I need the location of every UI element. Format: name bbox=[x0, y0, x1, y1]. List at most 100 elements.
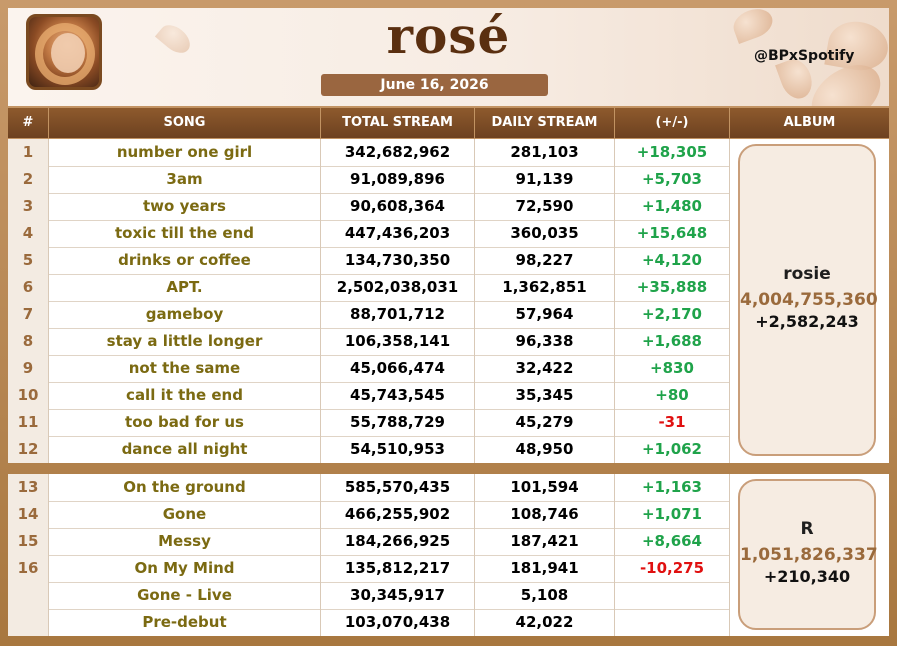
change-cell: +830 bbox=[650, 359, 694, 377]
daily-stream-cell: 32,422 bbox=[515, 359, 574, 377]
rank-cell: 9 bbox=[22, 359, 34, 377]
song-cell: Pre-debut bbox=[142, 613, 227, 631]
rank-cell: 7 bbox=[22, 305, 34, 323]
total-stream-cell: 30,345,917 bbox=[350, 586, 445, 604]
rank-cell: 3 bbox=[22, 197, 34, 215]
row-divider bbox=[49, 220, 729, 221]
row-divider bbox=[49, 409, 729, 410]
change-cell: +8,664 bbox=[641, 532, 702, 550]
total-stream-cell: 55,788,729 bbox=[350, 413, 445, 431]
total-stream-cell: 447,436,203 bbox=[344, 224, 451, 242]
daily-stream-cell: 35,345 bbox=[515, 386, 574, 404]
daily-stream-cell: 48,950 bbox=[515, 440, 574, 458]
column-divider bbox=[614, 139, 615, 463]
col-header-daily: DAILY STREAM bbox=[475, 108, 614, 138]
col-header-total: TOTAL STREAM bbox=[321, 108, 474, 138]
change-cell: +2,170 bbox=[641, 305, 702, 323]
daily-stream-cell: 360,035 bbox=[510, 224, 579, 242]
total-stream-cell: 45,066,474 bbox=[350, 359, 445, 377]
column-divider bbox=[729, 139, 730, 463]
change-cell: +4,120 bbox=[641, 251, 702, 269]
album-daily-stream: +2,582,243 bbox=[755, 312, 859, 331]
daily-stream-cell: 42,022 bbox=[515, 613, 574, 631]
total-stream-cell: 585,570,435 bbox=[344, 478, 451, 496]
total-stream-cell: 106,358,141 bbox=[344, 332, 451, 350]
total-stream-cell: 45,743,545 bbox=[350, 386, 445, 404]
col-header-change: (+/-) bbox=[615, 108, 729, 138]
daily-stream-cell: 101,594 bbox=[510, 478, 579, 496]
daily-stream-cell: 45,279 bbox=[515, 413, 574, 431]
change-cell: +18,305 bbox=[636, 143, 708, 161]
total-stream-cell: 91,089,896 bbox=[350, 170, 445, 188]
total-stream-cell: 88,701,712 bbox=[350, 305, 445, 323]
song-cell: APT. bbox=[166, 278, 203, 296]
rank-cell bbox=[8, 609, 48, 636]
date-label: June 16, 2026 bbox=[321, 74, 548, 96]
row-divider bbox=[49, 301, 729, 302]
song-cell: Messy bbox=[158, 532, 211, 550]
total-stream-cell: 184,266,925 bbox=[344, 532, 451, 550]
daily-stream-cell: 91,139 bbox=[515, 170, 574, 188]
row-divider bbox=[49, 328, 729, 329]
column-divider bbox=[729, 474, 730, 636]
song-cell: not the same bbox=[128, 359, 241, 377]
album-total-stream: 4,004,755,360 bbox=[740, 290, 878, 310]
total-stream-cell: 2,502,038,031 bbox=[336, 278, 459, 296]
row-divider bbox=[49, 274, 729, 275]
change-cell: -10,275 bbox=[639, 559, 705, 577]
change-cell: +15,648 bbox=[636, 224, 708, 242]
song-cell: too bad for us bbox=[125, 413, 244, 431]
song-cell: 3am bbox=[166, 170, 203, 188]
song-cell: call it the end bbox=[126, 386, 243, 404]
column-divider bbox=[48, 474, 49, 636]
row-divider bbox=[49, 528, 729, 529]
change-cell bbox=[615, 609, 729, 636]
row-divider bbox=[49, 436, 729, 437]
song-cell: gameboy bbox=[145, 305, 224, 323]
change-cell: +35,888 bbox=[636, 278, 708, 296]
song-cell: dance all night bbox=[121, 440, 248, 458]
column-divider bbox=[320, 474, 321, 636]
change-cell: -31 bbox=[658, 413, 686, 431]
rank-cell: 1 bbox=[22, 143, 34, 161]
daily-stream-cell: 181,941 bbox=[510, 559, 579, 577]
change-cell: +1,480 bbox=[641, 197, 702, 215]
row-divider bbox=[49, 582, 729, 583]
change-cell: +5,703 bbox=[641, 170, 702, 188]
song-cell: stay a little longer bbox=[106, 332, 263, 350]
table-section-r: 13 On the ground 585,570,435 101,594 +1,163 1… bbox=[8, 474, 889, 636]
song-cell: On My Mind bbox=[134, 559, 235, 577]
album-box-rosie: rosie 4,004,755,360 +2,582,243 bbox=[738, 144, 878, 456]
rank-cell: 6 bbox=[22, 278, 34, 296]
rank-cell bbox=[8, 582, 48, 609]
rank-cell: 15 bbox=[17, 532, 39, 550]
song-cell: toxic till the end bbox=[114, 224, 255, 242]
daily-stream-cell: 5,108 bbox=[520, 586, 569, 604]
total-stream-cell: 103,070,438 bbox=[344, 613, 451, 631]
rank-cell: 5 bbox=[22, 251, 34, 269]
change-cell: +1,062 bbox=[641, 440, 702, 458]
rank-cell: 10 bbox=[17, 386, 39, 404]
total-stream-cell: 466,255,902 bbox=[344, 505, 451, 523]
account-handle: @BPxSpotify bbox=[754, 48, 855, 64]
daily-stream-cell: 72,590 bbox=[515, 197, 574, 215]
rank-cell: 8 bbox=[22, 332, 34, 350]
change-cell: +1,163 bbox=[641, 478, 702, 496]
rank-cell: 13 bbox=[17, 478, 39, 496]
total-stream-cell: 342,682,962 bbox=[344, 143, 451, 161]
column-divider bbox=[474, 139, 475, 463]
column-divider bbox=[48, 139, 49, 463]
avatar-face bbox=[51, 33, 85, 73]
total-stream-cell: 54,510,953 bbox=[350, 440, 445, 458]
rank-column-bg bbox=[8, 474, 48, 636]
daily-stream-cell: 187,421 bbox=[510, 532, 579, 550]
column-divider bbox=[474, 474, 475, 636]
daily-stream-cell: 1,362,851 bbox=[502, 278, 587, 296]
rank-cell: 4 bbox=[22, 224, 34, 242]
header-banner: rosé June 16, 2026 @BPxSpotify bbox=[8, 8, 889, 106]
row-divider bbox=[49, 247, 729, 248]
daily-stream-cell: 96,338 bbox=[515, 332, 574, 350]
row-divider bbox=[49, 193, 729, 194]
song-cell: On the ground bbox=[123, 478, 246, 496]
